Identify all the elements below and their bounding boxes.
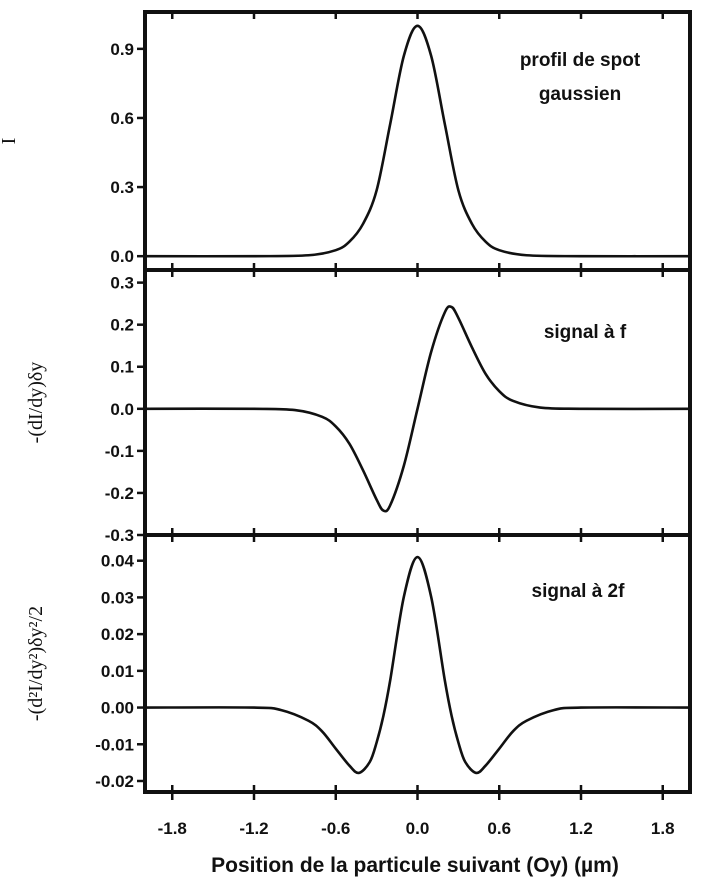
- x-tick-label: 1.2: [569, 819, 593, 838]
- y-tick-label: 0.01: [101, 662, 134, 681]
- y-tick-label: -0.1: [105, 442, 134, 461]
- series-line-3: [144, 555, 691, 775]
- panel-annotation: signal à f: [544, 322, 627, 343]
- y-tick-label: -0.01: [95, 735, 134, 754]
- series-line-2: [144, 305, 691, 513]
- y-tick-label: 0.02: [101, 625, 134, 644]
- y-tick-label: -0.2: [105, 484, 134, 503]
- panel-annotation: profil de spot: [520, 50, 641, 71]
- x-tick-label: -1.2: [239, 819, 268, 838]
- y-tick-label: 0.3: [110, 274, 134, 293]
- panel-frame: [143, 268, 692, 537]
- y-tick-label: 0.0: [110, 247, 134, 266]
- y-tick-label: 0.04: [101, 552, 135, 571]
- x-tick-label: 1.8: [651, 819, 675, 838]
- panel-frame: [143, 533, 692, 794]
- y-axis-label: I: [0, 138, 20, 145]
- y-tick-label: -0.02: [95, 772, 134, 791]
- y-axis-label: -(d²I/dy²)δy²/2: [25, 606, 47, 721]
- panel-annotation: gaussien: [539, 84, 621, 105]
- y-tick-label: 0.6: [110, 109, 134, 128]
- series-line-1: [144, 24, 691, 258]
- panel-annotation: signal à 2f: [532, 581, 626, 602]
- y-tick-label: 0.2: [110, 316, 134, 335]
- y-tick-label: 0.1: [110, 358, 134, 377]
- x-axis-label: Position de la particule suivant (Oy) (µ…: [211, 854, 619, 877]
- y-axis-label: -(dI/dy)δy: [25, 362, 47, 444]
- x-tick-label: 0.6: [487, 819, 511, 838]
- y-tick-label: 0.03: [101, 588, 134, 607]
- y-tick-label: 0.00: [101, 699, 134, 718]
- y-tick-label: 0.9: [110, 40, 134, 59]
- x-tick-label: -1.8: [158, 819, 187, 838]
- x-tick-label: -0.6: [321, 819, 350, 838]
- y-tick-label: 0.0: [110, 400, 134, 419]
- y-tick-label: -0.3: [105, 526, 134, 545]
- y-tick-label: 0.3: [110, 178, 134, 197]
- x-tick-label: 0.0: [406, 819, 430, 838]
